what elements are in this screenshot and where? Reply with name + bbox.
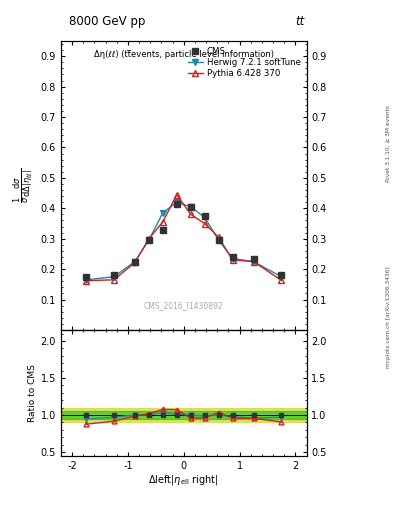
Herwig 7.2.1 softTune	[279, 274, 284, 280]
Pythia 6.428 370	[251, 259, 256, 265]
CMS	[202, 213, 207, 219]
Pythia 6.428 370	[84, 278, 88, 284]
Bar	[61, 411, 307, 419]
CMS	[174, 201, 179, 207]
Pythia 6.428 370	[132, 260, 137, 266]
CMS	[216, 237, 221, 243]
Herwig 7.2.1 softTune	[160, 210, 165, 216]
Bar	[61, 408, 307, 422]
CMS	[84, 274, 88, 280]
Line: Herwig 7.2.1 softTune: Herwig 7.2.1 softTune	[83, 199, 285, 283]
CMS	[147, 237, 151, 243]
CMS	[132, 259, 137, 265]
Pythia 6.428 370	[216, 234, 221, 240]
Y-axis label: Ratio to CMS: Ratio to CMS	[28, 364, 37, 422]
Text: tt: tt	[295, 15, 305, 28]
Pythia 6.428 370	[160, 219, 165, 225]
Herwig 7.2.1 softTune	[251, 259, 256, 265]
Legend: CMS, Herwig 7.2.1 softTune, Pythia 6.428 370: CMS, Herwig 7.2.1 softTune, Pythia 6.428…	[186, 45, 302, 80]
Pythia 6.428 370	[230, 257, 235, 263]
Pythia 6.428 370	[147, 236, 151, 242]
Line: Pythia 6.428 370: Pythia 6.428 370	[83, 191, 285, 284]
CMS	[251, 255, 256, 262]
CMS	[230, 254, 235, 260]
Line: CMS: CMS	[83, 201, 285, 280]
Herwig 7.2.1 softTune	[230, 255, 235, 262]
Herwig 7.2.1 softTune	[174, 199, 179, 205]
Text: Rivet 3.1.10, ≥ 3M events: Rivet 3.1.10, ≥ 3M events	[386, 105, 391, 182]
Pythia 6.428 370	[279, 278, 284, 284]
Herwig 7.2.1 softTune	[112, 274, 116, 280]
CMS	[112, 272, 116, 279]
Text: Δη(ℓℓ) (tt̅events, particle level information): Δη(ℓℓ) (tt̅events, particle level inform…	[94, 50, 274, 59]
Herwig 7.2.1 softTune	[147, 237, 151, 243]
Text: CMS_2016_I1430892: CMS_2016_I1430892	[144, 301, 224, 310]
Herwig 7.2.1 softTune	[84, 276, 88, 283]
Text: mcplots.cern.ch [arXiv:1306.3436]: mcplots.cern.ch [arXiv:1306.3436]	[386, 267, 391, 368]
Herwig 7.2.1 softTune	[188, 204, 193, 210]
Herwig 7.2.1 softTune	[202, 215, 207, 221]
Herwig 7.2.1 softTune	[132, 259, 137, 265]
Pythia 6.428 370	[188, 211, 193, 218]
Pythia 6.428 370	[174, 191, 179, 198]
CMS	[188, 204, 193, 210]
Pythia 6.428 370	[202, 221, 207, 227]
CMS	[279, 272, 284, 279]
Herwig 7.2.1 softTune	[216, 237, 221, 243]
Text: 8000 GeV pp: 8000 GeV pp	[69, 15, 145, 28]
Pythia 6.428 370	[112, 276, 116, 283]
Y-axis label: $\frac{1}{\sigma}\frac{\mathrm{d}\sigma}{\mathrm{d}\Delta|\eta_{\ell\ell}|}$: $\frac{1}{\sigma}\frac{\mathrm{d}\sigma}…	[11, 168, 35, 203]
CMS	[160, 226, 165, 232]
X-axis label: $\Delta\mathrm{left}|\eta_{\mathrm{ell}}\ \mathrm{right}|$: $\Delta\mathrm{left}|\eta_{\mathrm{ell}}…	[149, 473, 219, 487]
